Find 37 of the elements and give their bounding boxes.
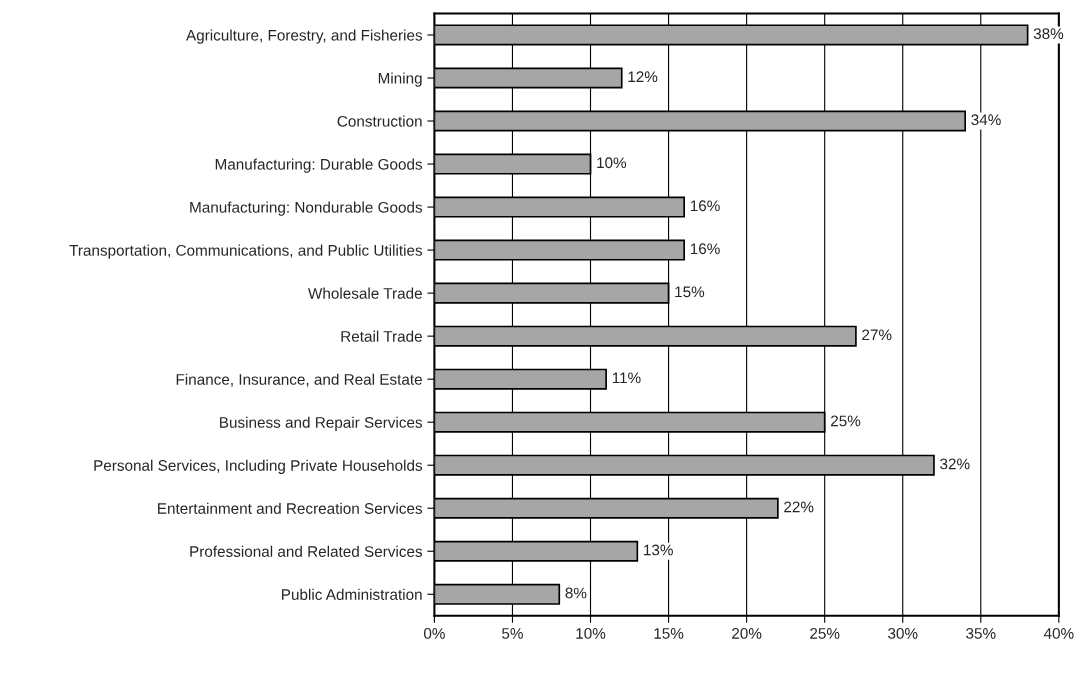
x-tick-label: 10% bbox=[576, 628, 606, 639]
y-tick-label: Agriculture, Forestry, and Fisheries bbox=[186, 29, 423, 44]
y-tick-label: Retail Trade bbox=[341, 330, 422, 342]
data-label: 38% bbox=[1033, 28, 1064, 40]
y-tick-label: Professional and Related Services bbox=[190, 545, 423, 557]
data-label: 25% bbox=[831, 415, 861, 427]
y-tick-label: Manufacturing: Durable Goods bbox=[215, 158, 423, 173]
x-tick-label: 15% bbox=[654, 628, 684, 639]
x-tick-label: 40% bbox=[1043, 628, 1074, 639]
data-label: 15% bbox=[675, 286, 705, 298]
y-tick-label: Personal Services, Including Private Households bbox=[94, 459, 423, 474]
y-tick-label: Wholesale Trade bbox=[308, 287, 422, 299]
y-tick-label: Business and Repair Services bbox=[220, 416, 423, 431]
data-label: 16% bbox=[690, 200, 720, 212]
data-label: 12% bbox=[628, 71, 658, 83]
y-tick-label: Construction bbox=[337, 115, 422, 127]
y-tick-label: Manufacturing: Nondurable Goods bbox=[190, 201, 423, 216]
data-label: 27% bbox=[862, 329, 892, 341]
x-tick-label: 30% bbox=[888, 628, 918, 639]
y-tick-label: Transportation, Communications, and Public Utilities bbox=[69, 244, 423, 259]
y-tick-label: Entertainment and Recreation Services bbox=[158, 502, 423, 514]
x-tick-label: 25% bbox=[810, 628, 840, 639]
x-tick-label: 0% bbox=[423, 628, 445, 639]
data-label: 16% bbox=[690, 243, 720, 255]
x-tick-label: 5% bbox=[502, 628, 523, 639]
data-label: 34% bbox=[971, 114, 1001, 126]
y-tick-label: Mining bbox=[378, 72, 422, 87]
data-label: 32% bbox=[940, 458, 970, 470]
y-tick-label: Finance, Insurance, and Real Estate bbox=[176, 373, 422, 387]
x-tick-label: 35% bbox=[966, 628, 996, 639]
data-label: 13% bbox=[644, 544, 673, 556]
x-tick-label: 20% bbox=[732, 628, 762, 639]
data-label: 8% bbox=[565, 587, 587, 599]
y-tick-label: Public Administration bbox=[282, 588, 422, 600]
data-label: 10% bbox=[597, 157, 627, 169]
data-label: 22% bbox=[784, 501, 814, 513]
data-label: 11% bbox=[612, 372, 641, 384]
